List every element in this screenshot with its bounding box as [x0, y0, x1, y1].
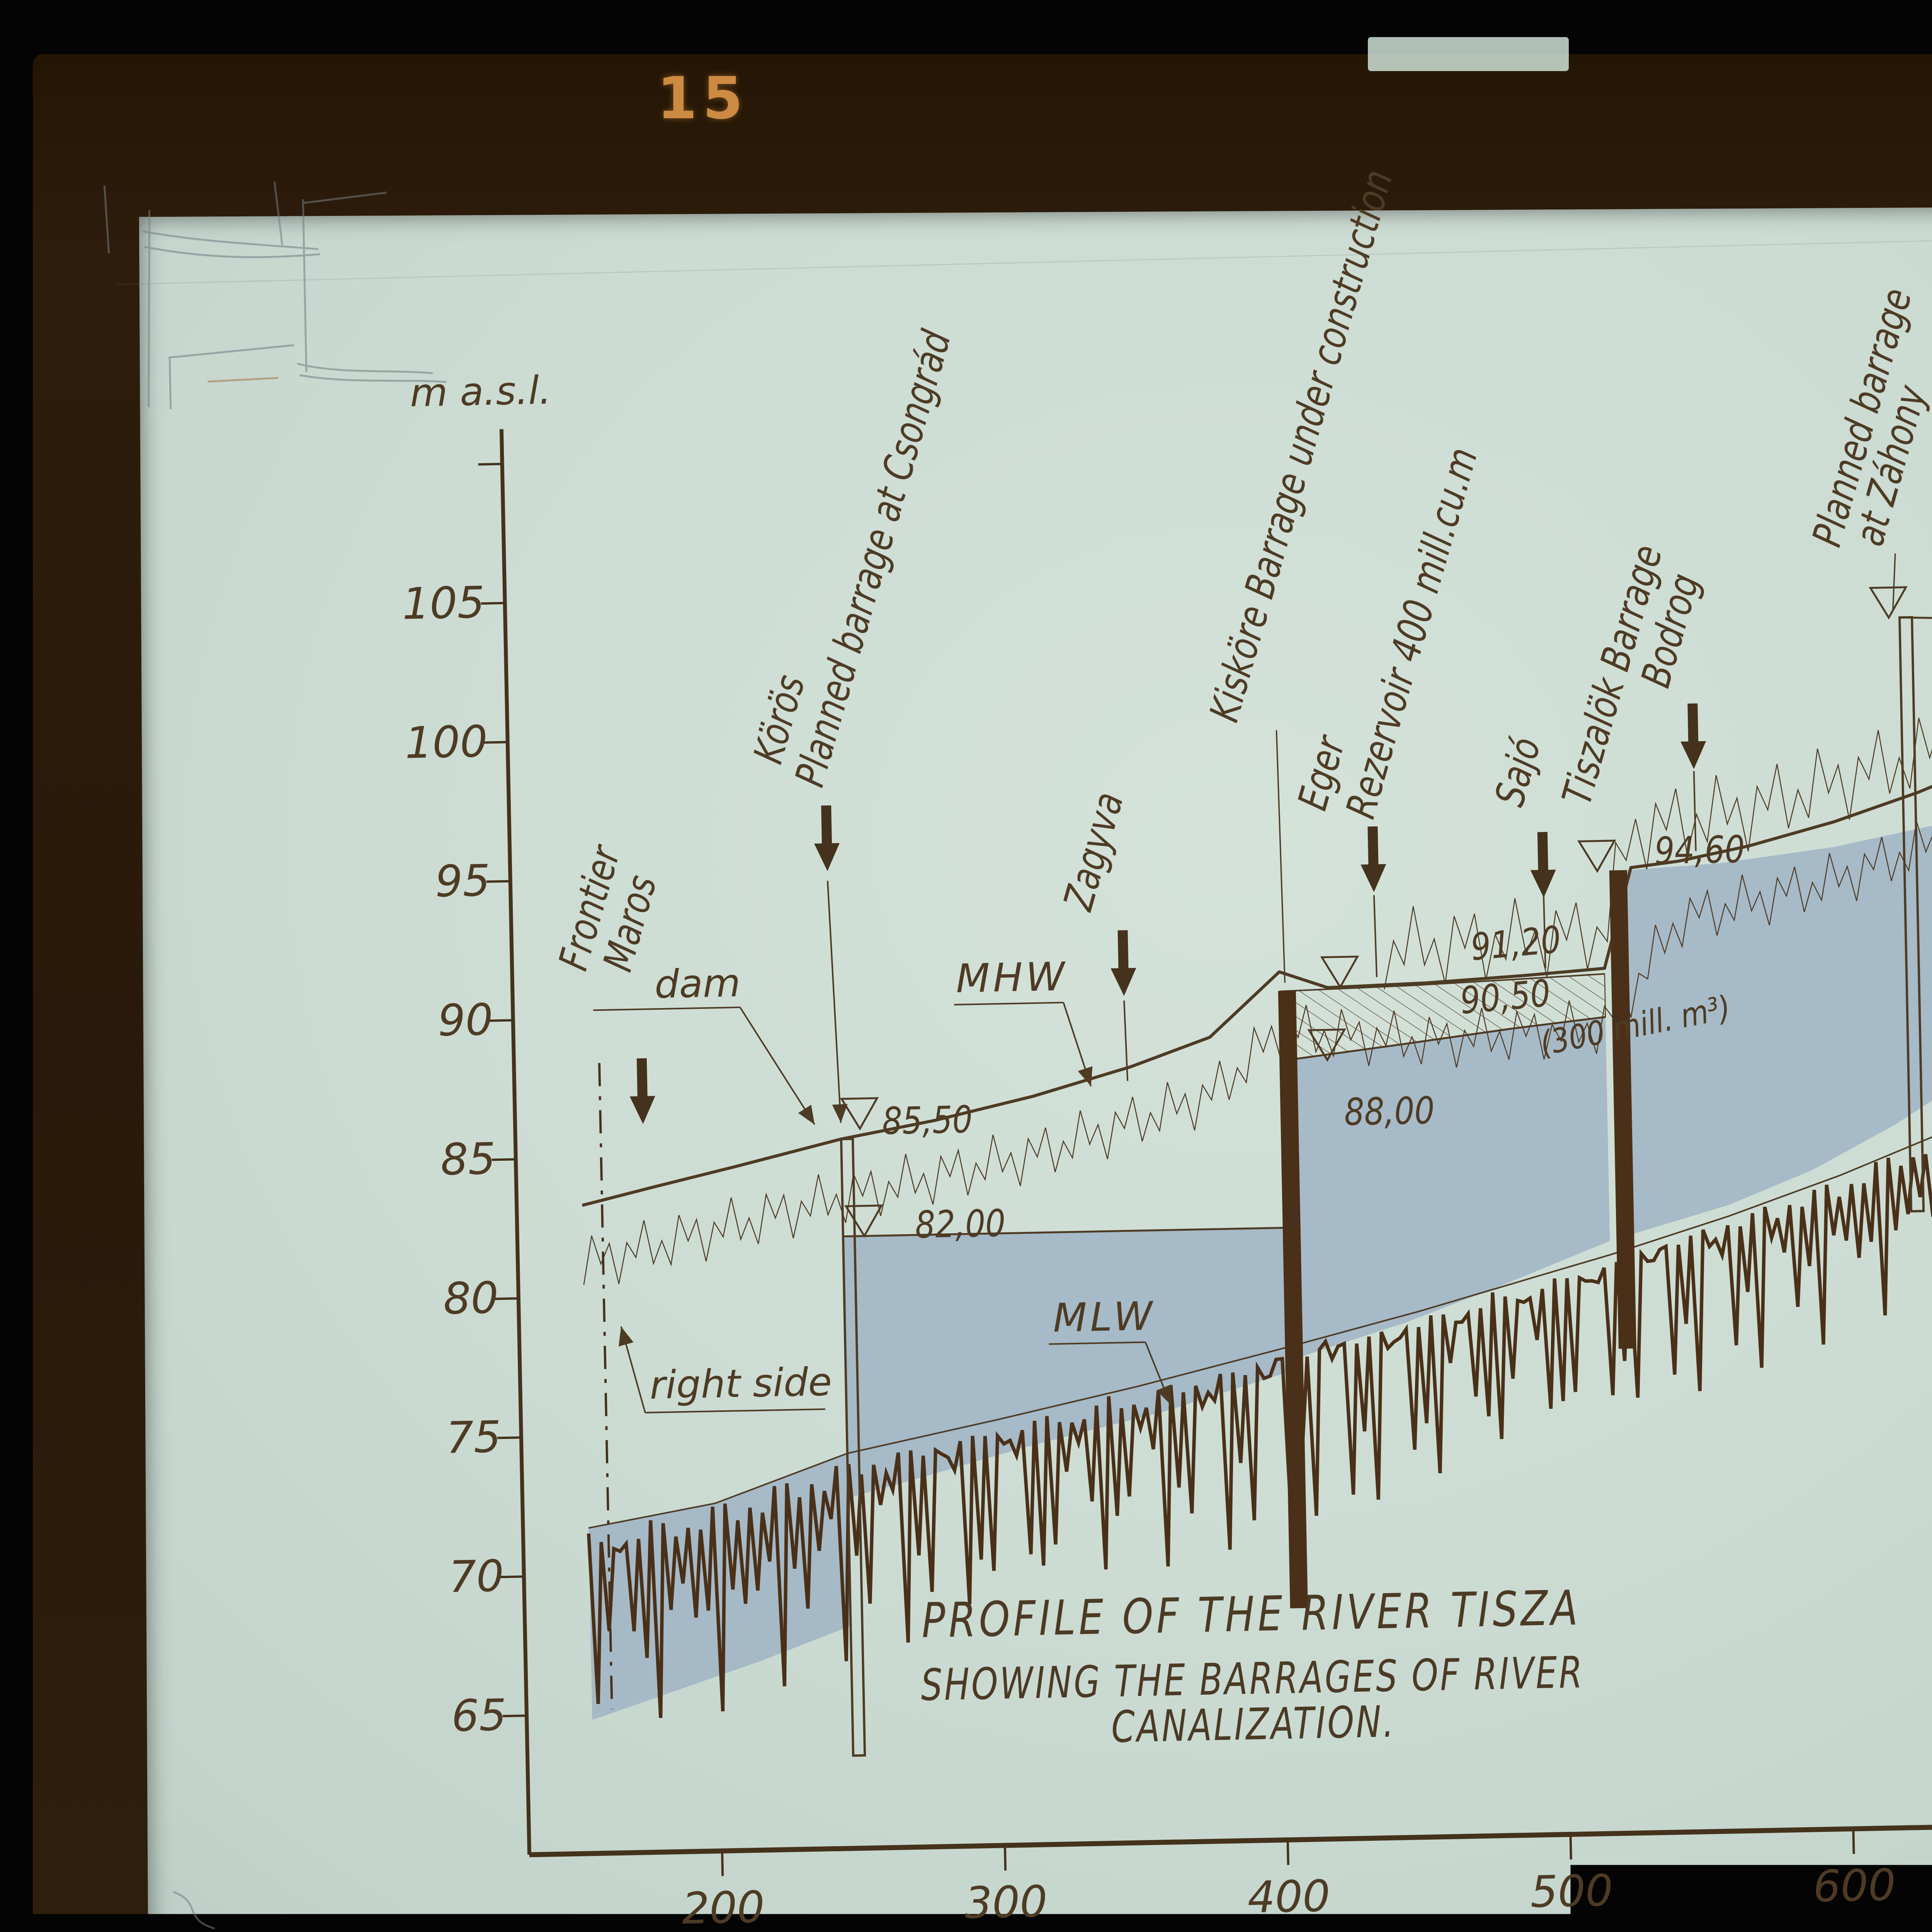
- dam-underline: [593, 1007, 740, 1010]
- water-level-symbol: [1579, 841, 1615, 872]
- x-tick-label: 600: [1800, 1863, 1909, 1908]
- dam-label: dam: [654, 964, 741, 1004]
- level-8550: 85,50: [882, 1101, 973, 1140]
- y-tick-label: 80: [401, 1276, 499, 1321]
- right-side-leader: [621, 1326, 645, 1413]
- mhw-label: MHW: [956, 957, 1068, 999]
- chart-title-line2: SHOWING THE BARRAGES OF RIVER CANALIZATI…: [857, 1649, 1649, 1755]
- right-side-label: right side: [649, 1362, 832, 1405]
- level-9120: 91,20: [1469, 921, 1562, 966]
- tributary-arrow-sajó: [1530, 832, 1556, 898]
- pencil-bracket: [302, 192, 390, 372]
- pencil-stroke: [143, 228, 318, 253]
- x-tick: [722, 1851, 723, 1876]
- water-level-symbol: [846, 1206, 882, 1236]
- y-tick-label: 75: [404, 1415, 502, 1461]
- level-8200: 82,00: [915, 1205, 1005, 1244]
- pencil-scribble: [173, 1891, 219, 1932]
- tributary-arrow-körös: [813, 805, 840, 871]
- x-tick-label: 500: [1517, 1869, 1626, 1914]
- x-axis: [529, 1818, 1932, 1855]
- x-tick-label: 300: [952, 1880, 1061, 1925]
- mhw-underline: [954, 1003, 1063, 1005]
- x-tick: [1853, 1829, 1854, 1854]
- y-tick-label: 105: [388, 581, 485, 626]
- water-level-symbol: [1871, 587, 1907, 618]
- pencil-orange-stroke: [207, 378, 278, 382]
- y-axis: [502, 429, 529, 1855]
- y-tick-label: 70: [407, 1554, 504, 1600]
- y-tick-label: 95: [393, 859, 491, 905]
- chart-title: PROFILE OF THE RIVER TISZA SHOWING THE B…: [745, 1580, 1760, 1758]
- pencil-stroke: [274, 182, 282, 245]
- right-side-underline: [645, 1409, 825, 1413]
- water-kiskore-pool-88: [1280, 1017, 1612, 1361]
- y-tick-label: 85: [399, 1137, 496, 1182]
- water-tiszalok-pool-946: [1617, 605, 1932, 1235]
- water-level-symbol: [1322, 957, 1358, 988]
- kiskore-label-leader: [1276, 730, 1285, 983]
- tributary-arrow-maros: [629, 1058, 656, 1124]
- x-tick-label: 400: [1234, 1874, 1343, 1920]
- film-photograph: 15 16 ORWO LO 68/ 70 78: [0, 0, 1932, 1932]
- level-9460: 94,60: [1654, 831, 1745, 870]
- x-tick: [1570, 1834, 1571, 1859]
- koros-leader: [828, 881, 841, 1123]
- pencil-stroke: [144, 243, 320, 260]
- pencil-stroke: [145, 210, 153, 407]
- y-tick-label: 65: [410, 1694, 507, 1739]
- dam-leader: [740, 1006, 815, 1126]
- zahony-label-leader: [1892, 553, 1896, 611]
- profile-plot: m a.s.l. km 65707580859095100105 2003004…: [0, 0, 1932, 1932]
- level-9050: 90,50: [1459, 975, 1552, 1019]
- level-1035-line: [1900, 614, 1932, 624]
- tributary-arrow-bodrog: [1680, 703, 1706, 769]
- y-tick-label: 90: [396, 998, 493, 1043]
- y-tick-label: 100: [391, 720, 488, 765]
- eger-leader: [1374, 895, 1377, 977]
- y-axis-unit-label: m a.s.l.: [410, 371, 552, 412]
- x-tick-label: 200: [669, 1885, 778, 1930]
- mhw-leader: [1063, 1002, 1091, 1087]
- mlw-label: MLW: [1053, 1297, 1156, 1338]
- water-level-symbol: [842, 1098, 878, 1129]
- tributary-arrow-zagyva: [1110, 930, 1137, 996]
- level-8800: 88,00: [1344, 1092, 1435, 1131]
- sheet-fold-line: [117, 226, 1932, 284]
- tributary-arrow-eger: [1360, 826, 1386, 892]
- pencil-stroke: [104, 186, 109, 253]
